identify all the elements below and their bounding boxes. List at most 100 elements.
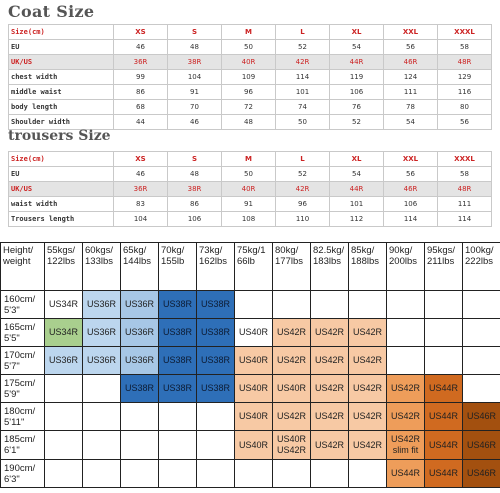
table-cell: 101 [329,196,384,212]
table-cell: 48R [437,181,492,197]
size-cell [44,459,83,488]
size-cell [462,290,500,319]
size-cell: US36R [82,318,121,347]
size-cell: US38R [158,346,197,375]
table-row: body length 68 70 72 74 76 78 80 [8,99,492,115]
size-cell [196,402,235,431]
weight-line: 90kg/ [389,245,413,256]
table-cell: 74 [275,99,330,115]
size-cell: US46R [462,430,500,460]
grid-row: 170cm/5'7" US36R US36R US36R US38R US38R… [0,346,500,375]
table-cell: 70 [167,99,222,115]
table-cell: 52 [275,166,330,182]
table-cell: 50 [221,39,276,55]
height-line: 190cm/ [4,462,36,474]
row-label: Shoulder width [8,114,114,130]
grid-row: 190cm/6'3" US44R US44R US46R [0,459,500,488]
row-label: UK/US [8,54,114,70]
size-cell: US44R [424,402,463,431]
weight-header: 82.5kg/183lbs [310,242,349,291]
table-cell: 40R [221,181,276,197]
size-line: slim fit [392,445,419,455]
table-cell: 50 [275,114,330,130]
size-cell [348,459,387,488]
size-cell: US42R [310,402,349,431]
size-cell [386,290,425,319]
row-label: EU [8,39,114,55]
size-cell: US42R [310,318,349,347]
size-cell [310,290,349,319]
height-line: 160cm/ [4,293,36,305]
table-cell: 44 [113,114,168,130]
weight-line: 73kg/ [199,245,223,256]
table-cell: 99 [113,69,168,85]
height-line: 165cm/ [4,321,36,333]
size-cell: US36R [120,318,159,347]
size-cell: US38R [196,318,235,347]
size-cell [462,346,500,375]
size-cell: US42R [272,346,311,375]
weight-header: 60kgs/133lbs [82,242,121,291]
table-row: UK/US 36R 38R 40R 42R 44R 46R 48R [8,181,492,197]
height-line: 185cm/ [4,434,36,445]
grid-header-row: Height/weight 55kgs/122lbs 60kgs/133lbs … [0,242,500,291]
size-line: US40R [276,434,306,444]
weight-header: 73kg/162lbs [196,242,235,291]
size-cell: US42R [348,402,387,431]
size-cell: US40R [272,374,311,403]
table-cell: 52 [329,114,384,130]
header-cell: XL [329,24,384,40]
height-line: 5'9" [4,388,20,400]
row-label: Trousers length [8,211,114,227]
header-cell: XS [113,24,168,40]
size-cell: US44R [424,374,463,403]
size-cell: US42R slim fit [386,430,425,460]
size-cell: US42R [386,402,425,431]
size-cell [234,290,273,319]
table-cell: 110 [275,211,330,227]
table-cell: 112 [329,211,384,227]
header-cell: Size(cm) [8,24,114,40]
weight-header: 90kg/200lbs [386,242,425,291]
table-cell: 76 [329,99,384,115]
header-cell: XL [329,151,384,167]
table-cell: 46 [113,39,168,55]
corner-line: weight [3,256,31,267]
row-label: waist width [8,196,114,212]
table-cell: 106 [329,84,384,100]
table-cell: 106 [167,211,222,227]
size-cell [424,290,463,319]
table-cell: 44R [329,181,384,197]
header-cell: XXL [383,24,438,40]
table-cell: 108 [221,211,276,227]
row-label: chest width [8,69,114,85]
row-label: middle waist [8,84,114,100]
table-row: UK/US 36R 38R 40R 42R 44R 46R 48R [8,54,492,70]
size-cell: US42R [310,346,349,375]
row-label: body length [8,99,114,115]
size-cell: US44R [424,459,463,488]
table-cell: 56 [383,39,438,55]
height-label: 165cm/5'5" [0,318,45,347]
weight-line: 75kg/1 [237,245,266,256]
height-label: 160cm/5'3" [0,290,45,319]
height-label: 190cm/6'3" [0,459,45,488]
size-cell: US40R [234,346,273,375]
size-cell: US36R [82,346,121,375]
weight-header: 70kg/155lb [158,242,197,291]
weight-line: 60kgs/ [85,245,113,256]
header-cell: XXL [383,151,438,167]
table-cell: 119 [329,69,384,85]
weight-header: 95kgs/211lbs [424,242,463,291]
weight-line: 70kg/ [161,245,185,256]
table-row: waist width 83 86 91 96 101 106 111 [8,196,492,212]
table-cell: 54 [329,39,384,55]
grid-row: 160cm/5'3" US34R US36R US36R US38R US38R [0,290,500,319]
weight-line: 183lbs [313,256,341,267]
size-cell: US46R [462,402,500,431]
weight-header: 80kg/177lbs [272,242,311,291]
table-cell: 86 [113,84,168,100]
weight-header: 75kg/1 66lb [234,242,273,291]
weight-line: 133lbs [85,256,113,267]
table-cell: 114 [275,69,330,85]
